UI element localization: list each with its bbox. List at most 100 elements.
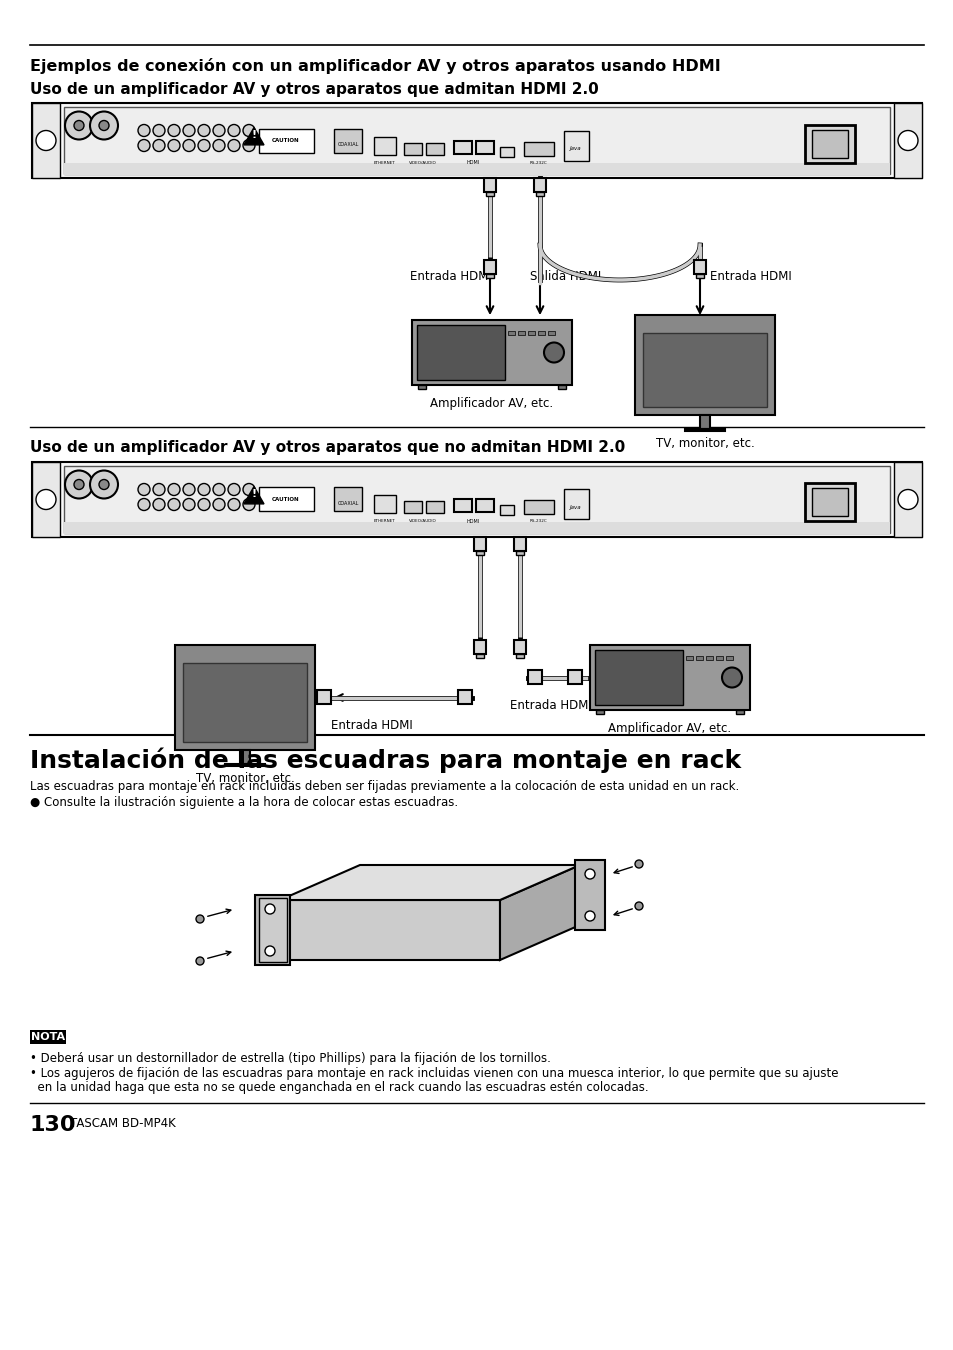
Bar [457,690,472,705]
Bar [426,143,443,154]
Text: ● Consulte la ilustración siguiente a la hora de colocar estas escuadras.: ● Consulte la ilustración siguiente a la… [30,796,457,809]
Bar [893,103,921,178]
Circle shape [265,946,274,956]
Circle shape [74,120,84,131]
Text: ETHERNET: ETHERNET [374,161,395,165]
Bar [523,501,554,514]
Bar [563,490,588,520]
Bar [725,656,732,660]
Bar [516,653,523,657]
Bar [685,656,692,660]
Text: CAUTION: CAUTION [272,497,299,502]
Circle shape [168,483,180,495]
Circle shape [213,139,225,151]
Bar [893,462,921,537]
Circle shape [36,131,56,150]
Bar [258,487,314,512]
Circle shape [543,343,563,363]
Circle shape [228,498,240,510]
Text: COAXIAL: COAXIAL [337,142,358,147]
Circle shape [635,860,642,868]
Circle shape [635,902,642,910]
Polygon shape [280,865,579,900]
Bar [225,764,265,765]
Circle shape [74,479,84,490]
Circle shape [198,498,210,510]
Circle shape [243,139,254,151]
Bar [534,178,545,192]
Polygon shape [499,865,579,960]
Circle shape [228,483,240,495]
Text: RS-232C: RS-232C [530,161,547,165]
Circle shape [195,915,204,923]
Bar [696,656,702,660]
Circle shape [152,139,165,151]
Bar [567,671,581,684]
Bar [705,656,712,660]
Circle shape [897,490,917,509]
Circle shape [897,131,917,150]
Bar [454,140,472,154]
Bar [476,500,494,513]
Circle shape [168,139,180,151]
Bar [547,331,555,335]
Bar [537,331,544,335]
Bar [258,128,314,153]
Bar [476,653,483,657]
Bar [558,385,565,389]
Bar [174,645,314,751]
Polygon shape [280,900,499,960]
Bar [811,489,847,517]
Bar [334,487,361,512]
Text: • Los agujeros de fijación de las escuadras para montaje en rack incluidas viene: • Los agujeros de fijación de las escuad… [30,1066,838,1080]
Text: VIDEO/AUDIO: VIDEO/AUDIO [409,520,436,524]
Text: en la unidad haga que esta no se quede enganchada en el rack cuando las escuadra: en la unidad haga que esta no se quede e… [30,1081,648,1094]
Bar [635,315,774,414]
Text: Uso de un amplificador AV y otros aparatos que admitan HDMI 2.0: Uso de un amplificador AV y otros aparat… [30,82,598,97]
Bar [64,107,889,174]
Bar [374,495,395,513]
Text: Entrada HDMI: Entrada HDMI [709,270,791,284]
Circle shape [228,124,240,136]
Bar [523,142,554,155]
Circle shape [36,490,56,509]
Text: Uso de un amplificador AV y otros aparatos que no admitan HDMI 2.0: Uso de un amplificador AV y otros aparat… [30,440,624,455]
Circle shape [198,139,210,151]
Text: HDMI: HDMI [466,518,479,524]
Text: Amplificador AV, etc.: Amplificador AV, etc. [430,397,553,410]
Text: VIDEO/AUDIO: VIDEO/AUDIO [409,161,436,165]
Circle shape [183,124,194,136]
Bar [485,274,494,278]
Bar [485,192,494,196]
Circle shape [65,471,92,498]
Bar [499,147,514,157]
Bar [516,551,523,555]
Circle shape [183,498,194,510]
Bar [514,640,525,653]
Polygon shape [244,127,264,144]
Circle shape [198,483,210,495]
Bar [483,178,496,192]
Bar [642,333,766,406]
Polygon shape [244,486,264,504]
Circle shape [265,904,274,914]
Text: Entrada HDMI: Entrada HDMI [410,270,491,284]
Bar [476,140,494,154]
Text: ETHERNET: ETHERNET [374,520,395,524]
Circle shape [99,479,109,490]
Bar [64,522,889,535]
Bar [483,261,496,274]
Bar [536,192,543,196]
Bar [507,331,515,335]
Bar [595,649,682,705]
Bar [426,501,443,513]
Text: 130: 130 [30,1115,76,1135]
Bar [804,483,854,521]
Bar [563,131,588,161]
Text: Java: Java [570,146,581,151]
Bar [811,130,847,158]
Polygon shape [575,860,604,930]
Bar [64,163,889,176]
Circle shape [228,139,240,151]
Circle shape [213,124,225,136]
